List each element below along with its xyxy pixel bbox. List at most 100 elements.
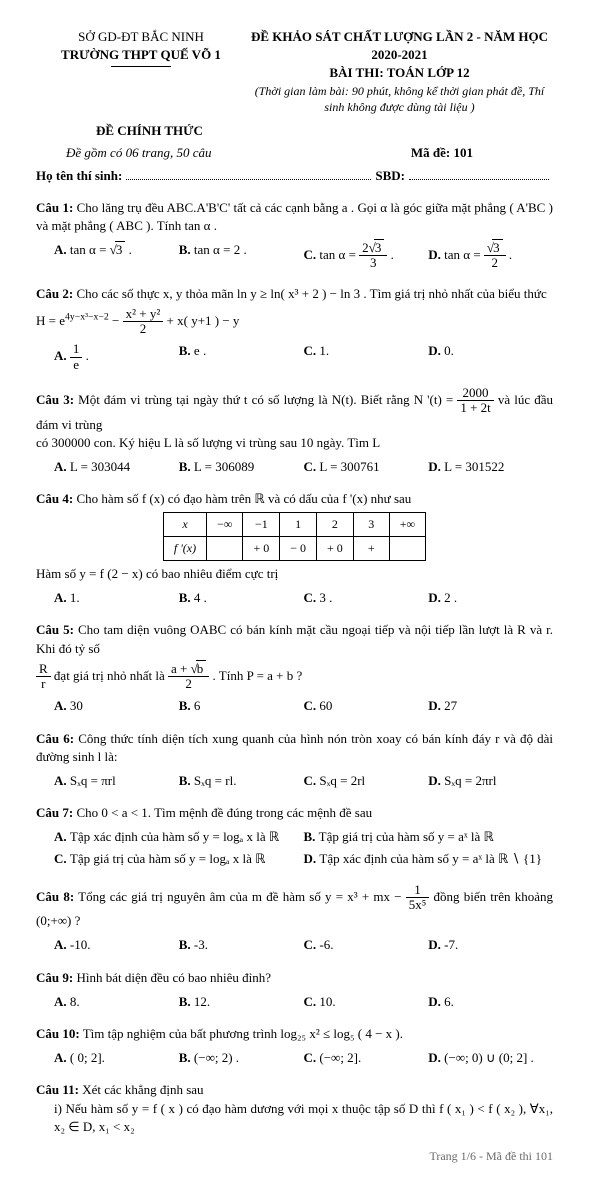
question-6: Câu 6: Công thức tính diện tích xung qua…	[36, 730, 553, 791]
q9-label: Câu 9:	[36, 970, 73, 985]
exam-subject: BÀI THI: TOÁN LỚP 12	[246, 64, 553, 82]
q7-text: Cho 0 < a < 1. Tìm mệnh đề đúng trong cá…	[76, 805, 372, 820]
q9-opt-a: A. 8.	[54, 993, 179, 1011]
q4-text: Cho hàm số f (x) có đạo hàm trên ℝ và có…	[76, 491, 411, 506]
q6-opt-a: A. Sₓq = πrl	[54, 772, 179, 790]
ma-de: Mã đề: 101	[411, 144, 553, 162]
q8-opt-a: A. -10.	[54, 936, 179, 954]
official-label: ĐỀ CHÍNH THỨC	[36, 122, 553, 140]
divider	[111, 66, 171, 67]
q2-text: Cho các số thực x, y thỏa mãn ln y ≥ ln(…	[76, 286, 546, 301]
q5-text: Cho tam diện vuông OABC có bán kính mặt …	[36, 622, 553, 655]
q1-opt-b: B. tan α = 2 .	[179, 241, 304, 271]
q1-text: Cho lăng trụ đều ABC.A'B'C' tất cả các c…	[36, 200, 553, 233]
q3-label: Câu 3:	[36, 392, 74, 407]
dept-line: SỞ GD-ĐT BẮC NINH	[36, 28, 246, 46]
q4-opt-b: B. 4 .	[179, 589, 304, 607]
question-2: Câu 2: Cho các số thực x, y thỏa mãn ln …	[36, 285, 553, 372]
q9-opt-d: D. 6.	[428, 993, 553, 1011]
q1-opt-d: D. tan α = √32 .	[428, 241, 553, 271]
question-4: Câu 4: Cho hàm số f (x) có đạo hàm trên …	[36, 490, 553, 607]
q11-i: i) Nếu hàm số y = f ( x ) có đạo hàm dươ…	[36, 1100, 553, 1136]
q4-label: Câu 4:	[36, 491, 73, 506]
pages-note: Đề gồm có 06 trang, 50 câu	[36, 144, 212, 162]
q9-opt-b: B. 12.	[179, 993, 304, 1011]
q2-opt-d: D. 0.	[428, 342, 553, 372]
q6-opt-b: B. Sₓq = rl.	[179, 772, 304, 790]
q6-opt-d: D. Sₓq = 2πrl	[428, 772, 553, 790]
q10-opt-d: D. (−∞; 0) ∪ (0; 2] .	[428, 1049, 553, 1067]
q4-opt-a: A. 1.	[54, 589, 179, 607]
q3-opt-b: B. L = 306089	[179, 458, 304, 476]
name-dotline	[126, 167, 371, 180]
q10-opt-b: B. (−∞; 2) .	[179, 1049, 304, 1067]
q1-opt-c: C. tan α = 2√33 .	[304, 241, 429, 271]
q3-options: A. L = 303044 B. L = 306089 C. L = 30076…	[36, 458, 553, 476]
q1-label: Câu 1:	[36, 200, 73, 215]
question-10: Câu 10: Tìm tập nghiệm của bất phương tr…	[36, 1025, 553, 1067]
q8-opt-d: D. -7.	[428, 936, 553, 954]
q10-label: Câu 10:	[36, 1026, 80, 1041]
q2-options: A. 1e . B. e . C. 1. D. 0.	[36, 342, 553, 372]
q5-label: Câu 5:	[36, 622, 74, 637]
q5-opt-d: D. 27	[428, 697, 553, 715]
q3-opt-a: A. L = 303044	[54, 458, 179, 476]
q3-opt-c: C. L = 300761	[304, 458, 429, 476]
q9-options: A. 8. B. 12. C. 10. D. 6.	[36, 993, 553, 1011]
q4-options: A. 1. B. 4 . C. 3 . D. 2 .	[36, 589, 553, 607]
q8-label: Câu 8:	[36, 888, 74, 903]
q2-label: Câu 2:	[36, 286, 73, 301]
question-3: Câu 3: Một đám vi trùng tại ngày thứ t c…	[36, 386, 553, 476]
q6-options: A. Sₓq = πrl B. Sₓq = rl. C. Sₓq = 2rl D…	[36, 772, 553, 790]
q7-options: A. Tập xác định của hàm số y = logₐ x là…	[36, 828, 553, 868]
q5-opt-b: B. 6	[179, 697, 304, 715]
official-block: ĐỀ CHÍNH THỨC Đề gồm có 06 trang, 50 câu…	[36, 122, 553, 185]
q11-label: Câu 11:	[36, 1082, 79, 1097]
header: SỞ GD-ĐT BẮC NINH TRƯỜNG THPT QUẾ VÕ 1 Đ…	[36, 28, 553, 116]
q4-opt-c: C. 3 .	[304, 589, 429, 607]
sbd-label: SBD:	[375, 167, 405, 185]
question-5: Câu 5: Cho tam diện vuông OABC có bán kí…	[36, 621, 553, 715]
q3-opt-d: D. L = 301522	[428, 458, 553, 476]
school-name: TRƯỜNG THPT QUẾ VÕ 1	[36, 46, 246, 64]
question-11: Câu 11: Xét các khẳng định sau i) Nếu hà…	[36, 1081, 553, 1136]
sbd-dotline	[409, 167, 549, 180]
q7-opt-b: B. Tập giá trị của hàm số y = aˣ là ℝ	[304, 828, 554, 846]
q8-opt-b: B. -3.	[179, 936, 304, 954]
q6-opt-c: C. Sₓq = 2rl	[304, 772, 429, 790]
q7-opt-d: D. Tập xác định của hàm số y = aˣ là ℝ ∖…	[304, 850, 554, 868]
q4-table: x −∞ −1 1 2 3 +∞ f '(x) + 0 − 0 + 0 +	[163, 512, 426, 561]
question-9: Câu 9: Hình bát diện đều có bao nhiêu đỉ…	[36, 969, 553, 1011]
q10-opt-a: A. ( 0; 2].	[54, 1049, 179, 1067]
q8-options: A. -10. B. -3. C. -6. D. -7.	[36, 936, 553, 954]
q2-opt-b: B. e .	[179, 342, 304, 372]
question-7: Câu 7: Cho 0 < a < 1. Tìm mệnh đề đúng t…	[36, 804, 553, 869]
q4-opt-d: D. 2 .	[428, 589, 553, 607]
page-footer: Trang 1/6 - Mã đề thi 101	[36, 1148, 553, 1165]
q9-text: Hình bát diện đều có bao nhiêu đỉnh?	[76, 970, 271, 985]
q1-options: A. tan α = √3 . B. tan α = 2 . C. tan α …	[36, 241, 553, 271]
q5-opt-a: A. 30	[54, 697, 179, 715]
question-8: Câu 8: Tổng các giá trị nguyên âm của m …	[36, 883, 553, 955]
question-1: Câu 1: Cho lăng trụ đều ABC.A'B'C' tất c…	[36, 199, 553, 271]
exam-time: (Thời gian làm bài: 90 phút, không kể th…	[246, 83, 553, 117]
name-label: Họ tên thí sinh:	[36, 167, 122, 185]
q4-text2: Hàm số y = f (2 − x) có bao nhiêu điểm c…	[36, 565, 553, 583]
q10-text: Tìm tập nghiệm của bất phương trình log₂…	[83, 1026, 403, 1041]
q11-text: Xét các khẳng định sau	[82, 1082, 203, 1097]
exam-title: ĐỀ KHẢO SÁT CHẤT LƯỢNG LẦN 2 - NĂM HỌC 2…	[246, 28, 553, 64]
q3-text2: có 300000 con. Ký hiệu L là số lượng vi …	[36, 434, 553, 452]
q9-opt-c: C. 10.	[304, 993, 429, 1011]
q8-opt-c: C. -6.	[304, 936, 429, 954]
q1-opt-a: A. tan α = √3 .	[54, 241, 179, 271]
header-right: ĐỀ KHẢO SÁT CHẤT LƯỢNG LẦN 2 - NĂM HỌC 2…	[246, 28, 553, 116]
q2-opt-c: C. 1.	[304, 342, 429, 372]
q6-text: Công thức tính diện tích xung quanh của …	[36, 731, 553, 764]
q5-line2: Rr đạt giá trị nhỏ nhất là a + √b2 . Tín…	[36, 662, 553, 692]
q7-label: Câu 7:	[36, 805, 73, 820]
q3-text-pre: Một đám vi trùng tại ngày thứ t có số lư…	[78, 392, 457, 407]
q5-options: A. 30 B. 6 C. 60 D. 27	[36, 697, 553, 715]
q8-text-pre: Tổng các giá trị nguyên âm của m đề hàm …	[78, 888, 406, 903]
header-left: SỞ GD-ĐT BẮC NINH TRƯỜNG THPT QUẾ VÕ 1	[36, 28, 246, 116]
q10-options: A. ( 0; 2]. B. (−∞; 2) . C. (−∞; 2]. D. …	[36, 1049, 553, 1067]
